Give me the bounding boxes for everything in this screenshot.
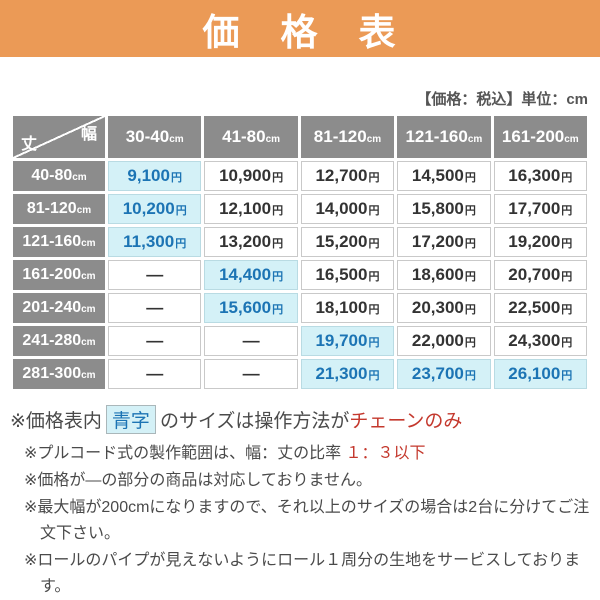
table-row: 281-300cm — —21,300円 23,700円 26,100円	[13, 359, 587, 389]
price-cell: —	[204, 359, 298, 389]
table-header-row: 幅 丈 30-40cm 41-80cm 81-120cm 121-160cm 161-2…	[13, 116, 587, 158]
price-cell-chain-only: 14,400円	[204, 260, 298, 290]
price-cell: 16,500円	[300, 260, 395, 290]
price-cell: 24,300円	[493, 326, 587, 356]
table-row: 241-280cm — —19,700円 22,000円 24,300円	[13, 326, 587, 356]
note-roll-fabric: ※ロールのパイプが見えないようにロール１周分の生地をサービスしております。	[24, 548, 592, 600]
note-text: ※プルコード式の製作範囲は、幅：丈の比率	[24, 445, 346, 462]
notes-section: ※価格表内 青字 のサイズは操作方法がチェーンのみ ※プルコード式の製作範囲は、幅：…	[10, 405, 592, 599]
note-pullcord-ratio: ※プルコード式の製作範囲は、幅：丈の比率 １：３以下	[24, 441, 592, 467]
row-label: 281-300cm	[13, 359, 105, 389]
note-main-middle: のサイズは操作方法が	[159, 411, 350, 432]
table-row: 161-200cm —14,400円 16,500円 18,600円 20,700円	[13, 260, 587, 290]
price-cell: 18,100円	[300, 293, 395, 323]
blue-text-badge: 青字	[105, 405, 156, 434]
table-row: 81-120cm 10,200円 12,100円 14,000円 15,800円 17,7…	[13, 194, 587, 224]
price-cell: 12,100円	[204, 194, 298, 224]
price-cell-chain-only: 23,700円	[397, 359, 491, 389]
price-cell: —	[108, 326, 202, 356]
note-text: ※ロールのパイプが見えないようにロール１周分の生地をサービスしております。	[24, 551, 581, 595]
price-cell: 14,000円	[300, 194, 395, 224]
price-cell: —	[204, 326, 298, 356]
price-cell: 10,900円	[204, 161, 298, 191]
price-cell: 15,800円	[397, 194, 491, 224]
row-label: 161-200cm	[13, 260, 105, 290]
price-cell: 20,300円	[397, 293, 491, 323]
col-header: 41-80cm	[204, 116, 298, 158]
diagonal-divider	[13, 116, 105, 158]
note-main-highlight: チェーンのみ	[349, 411, 463, 432]
table-row: 121-160cm 11,300円 13,200円 15,200円 17,200円 19,…	[13, 227, 587, 257]
table-body: 40-80cm 9,100円 10,900円 12,700円 14,500円 16,300…	[13, 161, 587, 389]
price-cell: 12,700円	[300, 161, 395, 191]
row-label: 121-160cm	[13, 227, 105, 257]
row-label: 241-280cm	[13, 326, 105, 356]
row-label: 81-120cm	[13, 194, 105, 224]
price-cell: 17,700円	[493, 194, 587, 224]
price-cell: 22,000円	[397, 326, 491, 356]
price-cell: 14,500円	[397, 161, 491, 191]
price-cell: 13,200円	[204, 227, 298, 257]
price-cell: 17,200円	[397, 227, 491, 257]
price-cell: —	[108, 293, 202, 323]
price-cell-chain-only: 15,600円	[204, 293, 298, 323]
price-cell-chain-only: 10,200円	[108, 194, 202, 224]
price-table: 幅 丈 30-40cm 41-80cm 81-120cm 121-160cm 161-2…	[10, 113, 590, 392]
price-cell: 15,200円	[300, 227, 395, 257]
price-cell-chain-only: 9,100円	[108, 161, 202, 191]
table-row: 201-240cm —15,600円 18,100円 20,300円 22,500円	[13, 293, 587, 323]
note-text: ※最大幅が200cmになりますので、それ以上のサイズの場合は2台に分けてご注文下…	[24, 498, 590, 542]
note-main-prefix: ※価格表内	[10, 411, 102, 432]
note-max-width: ※最大幅が200cmになりますので、それ以上のサイズの場合は2台に分けてご注文下…	[24, 495, 592, 547]
price-cell: 22,500円	[493, 293, 587, 323]
price-cell: 20,700円	[493, 260, 587, 290]
note-chain-only: ※価格表内 青字 のサイズは操作方法がチェーンのみ	[10, 405, 592, 434]
note-red-text: １：３以下	[345, 445, 426, 462]
col-header: 30-40cm	[108, 116, 202, 158]
note-dash-unavailable: ※価格が—の部分の商品は対応しておりません。	[24, 468, 592, 494]
price-cell: 16,300円	[493, 161, 587, 191]
col-header: 81-120cm	[300, 116, 395, 158]
col-header: 161-200cm	[493, 116, 587, 158]
row-label: 201-240cm	[13, 293, 105, 323]
col-header: 121-160cm	[397, 116, 491, 158]
price-unit-note: 【価格：税込】単位：cm	[416, 91, 588, 108]
price-cell-chain-only: 19,700円	[300, 326, 395, 356]
corner-length-label: 丈	[21, 136, 38, 153]
price-cell: —	[108, 260, 202, 290]
price-cell: 19,200円	[493, 227, 587, 257]
corner-cell: 幅 丈	[13, 116, 105, 158]
table-row: 40-80cm 9,100円 10,900円 12,700円 14,500円 16,300…	[13, 161, 587, 191]
row-label: 40-80cm	[13, 161, 105, 191]
price-cell-chain-only: 11,300円	[108, 227, 202, 257]
price-cell-chain-only: 26,100円	[493, 359, 587, 389]
note-text: ※価格が—の部分の商品は対応しておりません。	[24, 471, 372, 489]
price-cell: 18,600円	[397, 260, 491, 290]
page-title: 価 格 表	[202, 11, 398, 53]
title-bar: 価 格 表	[0, 0, 600, 57]
price-cell-chain-only: 21,300円	[300, 359, 395, 389]
price-cell: —	[108, 359, 202, 389]
corner-width-label: 幅	[80, 126, 97, 143]
